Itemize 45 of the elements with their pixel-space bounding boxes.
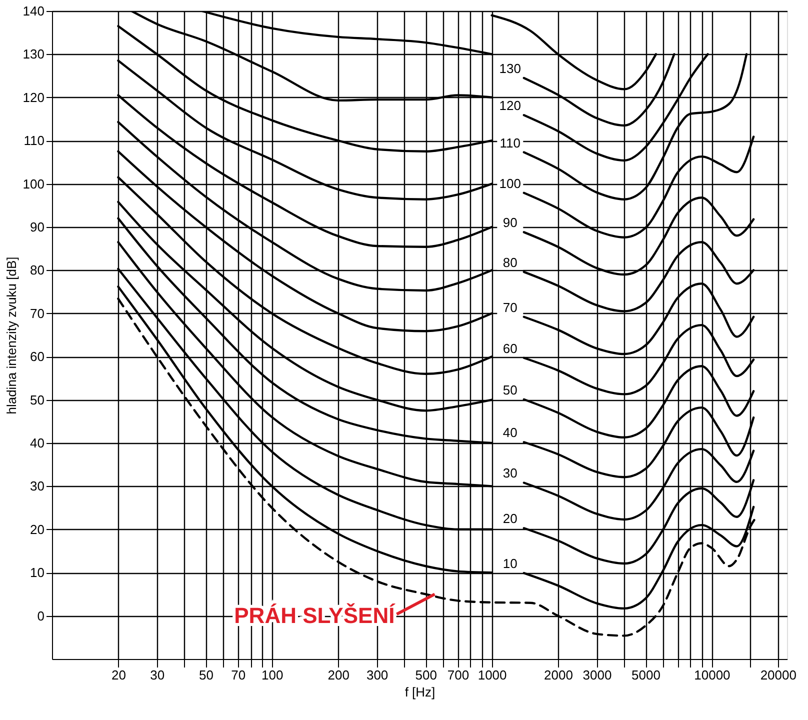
x-tick-label: 300 (366, 668, 388, 682)
y-tick-label: 20 (30, 522, 44, 537)
x-tick-label: 10000 (694, 668, 730, 682)
x-tick-label: 20 (111, 668, 126, 682)
x-tick-label: 1000 (478, 668, 507, 682)
series-label: 60 (502, 340, 518, 356)
series-label: 40 (502, 425, 518, 440)
series-label: 70 (502, 300, 518, 315)
series-label: 130 (499, 60, 521, 76)
series-label: 90 (502, 215, 518, 230)
y-tick-label: 100 (22, 176, 44, 192)
y-tick-label: 0 (37, 608, 44, 624)
y-tick-label: 40 (30, 436, 44, 450)
x-tick-label: 2000 (544, 668, 573, 682)
y-tick-label: 70 (30, 306, 44, 321)
x-tick-label: 100 (262, 668, 284, 682)
y-tick-label: 30 (30, 478, 44, 494)
series-label: 10 (502, 556, 518, 572)
x-axis-title: f [Hz] (404, 684, 436, 700)
x-tick-label: 20000 (760, 668, 796, 682)
x-tick-label: 200 (328, 668, 350, 682)
x-tick-label: 3000 (582, 668, 612, 682)
y-tick-label: 130 (22, 46, 44, 62)
x-tick-label: 50 (198, 668, 214, 682)
y-tick-label: 90 (30, 220, 44, 234)
y-tick-label: 50 (30, 392, 44, 408)
x-tick-label: 30 (150, 668, 165, 682)
y-tick-label: 140 (22, 4, 44, 18)
x-tick-label: 700 (447, 668, 470, 682)
y-tick-label: 80 (30, 262, 44, 278)
series-label: 120 (499, 98, 521, 114)
y-tick-label: 10 (30, 565, 44, 580)
series-label: 100 (499, 176, 521, 191)
y-tick-label: 110 (24, 133, 44, 148)
series-label: 30 (502, 466, 518, 481)
series-label: 110 (500, 135, 521, 150)
x-tick-label: 70 (231, 668, 246, 682)
y-axis-title: hladina intenzity zvuku [dB] (4, 256, 19, 414)
x-tick-label: 500 (415, 668, 437, 682)
series-label: 50 (502, 382, 518, 398)
series-label: 20 (502, 511, 518, 526)
y-tick-label: 60 (30, 349, 44, 364)
y-tick-label: 120 (22, 90, 44, 105)
series-label: 80 (502, 254, 518, 270)
x-tick-label: 5000 (632, 668, 660, 682)
